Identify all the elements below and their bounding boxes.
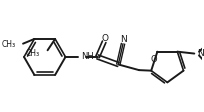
Text: CH₃: CH₃: [26, 48, 40, 57]
Text: NH: NH: [81, 52, 94, 61]
Text: CH₃: CH₃: [1, 40, 16, 49]
Text: O: O: [101, 33, 108, 42]
Text: N: N: [196, 49, 203, 58]
Text: N: N: [120, 34, 127, 43]
Text: O: O: [150, 55, 156, 64]
